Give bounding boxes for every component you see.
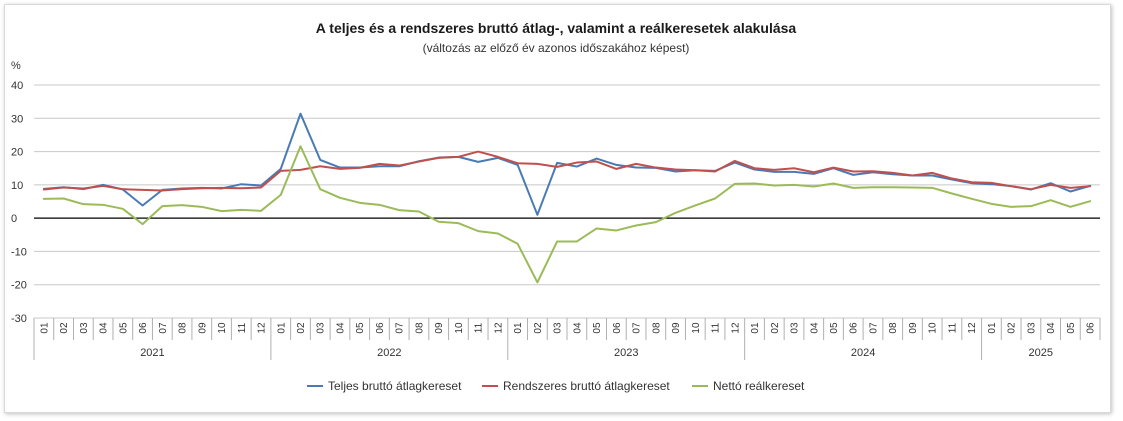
y-axis-unit-label: % <box>11 60 21 72</box>
x-tick-label: 04 <box>809 322 820 334</box>
y-tick-label: -30 <box>11 313 27 325</box>
x-tick-label: 03 <box>79 322 90 334</box>
x-tick-label: 10 <box>217 322 228 334</box>
x-tick-label: 01 <box>987 322 998 334</box>
x-tick-label: 10 <box>928 322 939 334</box>
x-tick-label: 02 <box>770 322 781 334</box>
x-tick-label: 09 <box>434 322 445 334</box>
chart-title: A teljes és a rendszeres bruttó átlag-, … <box>316 20 797 36</box>
x-tick-label: 08 <box>651 322 662 334</box>
x-tick-label: 04 <box>99 322 110 334</box>
x-tick-label: 11 <box>947 322 958 333</box>
x-tick-label: 05 <box>592 322 603 334</box>
x-tick-label: 06 <box>612 322 623 334</box>
x-tick-label: 02 <box>296 322 307 334</box>
x-tick-label: 03 <box>553 322 564 334</box>
x-tick-label: 05 <box>829 322 840 334</box>
x-tick-label: 07 <box>632 322 643 334</box>
legend-entry: Teljes bruttó átlagkereset <box>328 379 462 393</box>
x-tick-label: 09 <box>908 322 919 334</box>
x-tick-label: 04 <box>572 322 583 334</box>
year-label: 2021 <box>140 347 164 359</box>
x-tick-label: 02 <box>533 322 544 334</box>
x-tick-label: 09 <box>671 322 682 334</box>
legend-entry: Rendszeres bruttó átlagkereset <box>503 379 670 393</box>
x-tick-label: 01 <box>39 322 50 334</box>
x-tick-label: 06 <box>1086 322 1097 334</box>
x-tick-label: 12 <box>257 322 268 334</box>
x-tick-label: 01 <box>750 322 761 334</box>
y-tick-label: 0 <box>11 213 17 225</box>
x-tick-label: 05 <box>1066 322 1077 334</box>
x-tick-label: 03 <box>790 322 801 334</box>
chart-frame <box>4 4 1111 413</box>
x-tick-label: 06 <box>849 322 860 334</box>
x-tick-label: 04 <box>335 322 346 334</box>
x-tick-label: 08 <box>414 322 425 334</box>
year-label: 2023 <box>614 347 638 359</box>
legend-entry: Nettó reálkereset <box>713 379 805 393</box>
year-label: 2025 <box>1029 347 1053 359</box>
x-tick-label: 11 <box>474 322 485 333</box>
x-tick-label: 03 <box>316 322 327 334</box>
gridlines <box>34 84 1100 319</box>
x-tick-label: 01 <box>513 322 524 334</box>
x-tick-label: 07 <box>395 322 406 334</box>
year-label: 2024 <box>851 347 875 359</box>
x-tick-label: 10 <box>454 322 465 334</box>
x-tick-label: 10 <box>691 322 702 334</box>
y-tick-label: 40 <box>11 80 23 92</box>
x-axis: 01 02 03 04 05 06 07 08 09 10 11 12 01 02 03 04 05 06 07 08… <box>33 318 1101 360</box>
x-tick-label: 11 <box>237 322 248 333</box>
chart-subtitle: (változás az előző év azonos időszakához… <box>423 41 690 55</box>
x-tick-label: 04 <box>1046 322 1057 334</box>
x-tick-label: 08 <box>888 322 899 334</box>
x-tick-label: 06 <box>375 322 386 334</box>
x-tick-label: 03 <box>1026 322 1037 334</box>
x-tick-label: 01 <box>276 322 287 334</box>
x-tick-label: 02 <box>59 322 70 334</box>
year-label: 2022 <box>377 347 401 359</box>
series-lines <box>42 112 1092 284</box>
legend: Teljes bruttó átlagkereset Rendszeres bru… <box>307 379 805 393</box>
x-tick-label: 11 <box>711 322 722 333</box>
x-tick-label: 07 <box>868 322 879 334</box>
x-tick-label: 12 <box>967 322 978 334</box>
x-tick-label: 12 <box>730 322 741 334</box>
x-tick-label: 06 <box>138 322 149 334</box>
x-tick-label: 05 <box>355 322 366 334</box>
y-tick-label: 30 <box>11 113 23 125</box>
y-tick-label: 20 <box>11 147 23 159</box>
x-tick-label: 02 <box>1007 322 1018 334</box>
y-axis-ticks: -30 -20 -10 0 10 20 30 40 <box>11 80 27 325</box>
x-tick-label: 07 <box>158 322 169 334</box>
y-tick-label: -10 <box>11 246 27 258</box>
x-tick-label: 05 <box>118 322 129 334</box>
series-line <box>42 145 1092 284</box>
x-tick-label: 08 <box>178 322 189 334</box>
y-tick-label: 10 <box>11 180 23 192</box>
y-tick-label: -20 <box>11 280 27 292</box>
x-tick-label: 09 <box>197 322 208 334</box>
series-line <box>42 150 1092 192</box>
x-tick-label: 12 <box>493 322 504 334</box>
